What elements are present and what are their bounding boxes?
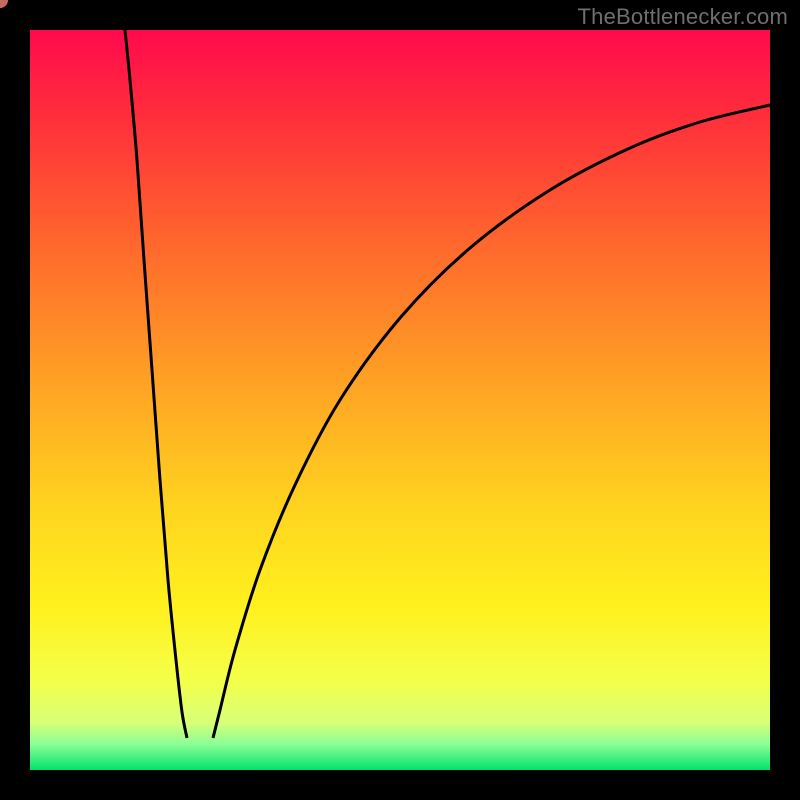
- chart-stage: TheBottlenecker.com: [0, 0, 800, 800]
- plot-area: [30, 30, 770, 770]
- chart-svg: [0, 0, 800, 800]
- watermark-text: TheBottlenecker.com: [578, 4, 788, 30]
